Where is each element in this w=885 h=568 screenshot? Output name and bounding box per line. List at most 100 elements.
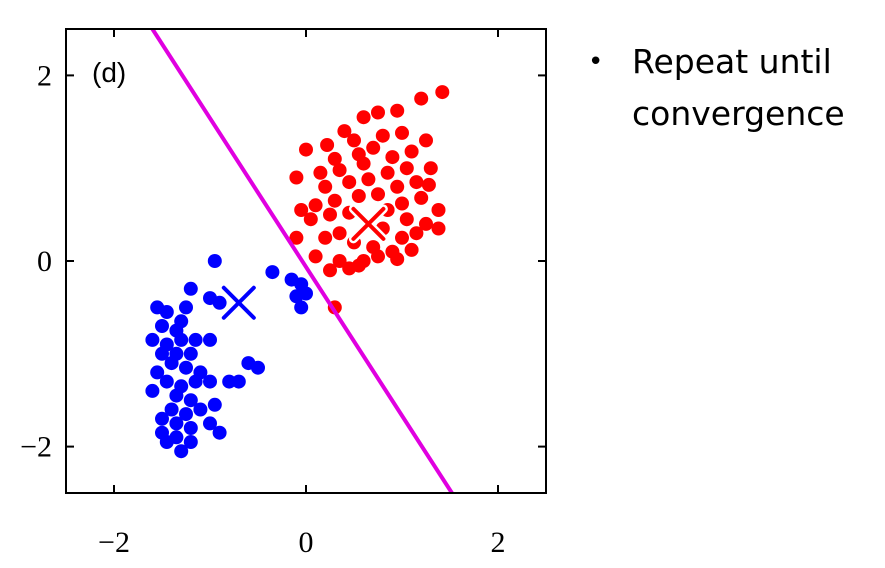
- data-point-series-1: [251, 360, 265, 375]
- x-tick-label: 0: [299, 526, 314, 559]
- data-point-series-0: [366, 140, 381, 155]
- data-point-series-1: [203, 416, 217, 431]
- data-point-series-0: [361, 172, 376, 187]
- data-point-series-0: [356, 110, 371, 125]
- data-point-series-1: [183, 435, 198, 449]
- points-layer: [145, 85, 450, 459]
- data-point-series-0: [419, 216, 433, 231]
- data-point-series-1: [183, 281, 198, 296]
- data-point-series-1: [159, 435, 174, 449]
- data-point-series-0: [421, 177, 436, 192]
- data-point-series-0: [404, 144, 419, 159]
- data-point-series-0: [414, 91, 429, 106]
- data-point-series-0: [390, 103, 405, 118]
- data-point-series-0: [313, 165, 328, 180]
- data-point-series-0: [380, 165, 395, 180]
- data-point-series-1: [164, 402, 179, 417]
- data-point-series-0: [395, 196, 409, 211]
- data-point-series-1: [159, 305, 174, 319]
- data-point-series-1: [169, 388, 184, 403]
- data-point-series-1: [164, 356, 179, 371]
- data-point-series-1: [188, 332, 203, 347]
- data-point-series-0: [289, 230, 304, 245]
- data-point-series-0: [342, 261, 357, 276]
- data-point-series-0: [308, 249, 323, 264]
- data-point-series-0: [431, 221, 446, 236]
- data-point-series-0: [342, 175, 357, 190]
- data-point-series-0: [371, 249, 385, 264]
- data-point-series-1: [294, 300, 309, 315]
- data-point-series-0: [404, 242, 419, 257]
- data-point-series-0: [327, 193, 342, 208]
- data-point-series-1: [179, 360, 193, 375]
- data-point-series-1: [183, 346, 198, 361]
- data-point-series-0: [395, 125, 409, 140]
- data-point-series-0: [327, 151, 342, 166]
- data-point-series-1: [203, 374, 217, 389]
- data-point-series-0: [371, 187, 385, 202]
- data-point-series-1: [155, 319, 169, 333]
- data-point-series-1: [179, 300, 193, 315]
- data-point-series-0: [385, 150, 400, 165]
- data-point-series-0: [337, 124, 352, 139]
- data-point-series-1: [145, 383, 160, 398]
- decision-boundary-line: [150, 29, 454, 493]
- data-point-series-0: [414, 190, 429, 205]
- data-point-series-0: [371, 105, 385, 120]
- data-point-series-0: [318, 230, 333, 245]
- data-point-series-0: [323, 263, 337, 278]
- data-point-series-0: [332, 254, 347, 268]
- data-point-series-0: [399, 161, 414, 176]
- data-point-series-0: [399, 212, 414, 227]
- bullet-text: Repeat until convergence: [632, 42, 845, 133]
- data-point-series-1: [183, 393, 198, 408]
- data-point-series-1: [155, 346, 169, 361]
- data-point-series-0: [303, 212, 318, 227]
- data-point-series-1: [207, 397, 222, 412]
- data-point-series-0: [356, 254, 371, 268]
- data-point-series-0: [356, 156, 371, 171]
- data-point-series-0: [289, 170, 304, 185]
- data-point-series-0: [409, 226, 424, 241]
- bullet-dot-icon: •: [588, 47, 604, 77]
- data-point-series-0: [409, 175, 424, 190]
- data-point-series-1: [179, 407, 193, 422]
- data-point-series-0: [390, 179, 405, 194]
- data-point-series-0: [308, 198, 323, 213]
- data-point-series-1: [203, 332, 217, 347]
- centroid-marker-0: [348, 204, 388, 244]
- data-point-series-0: [390, 252, 405, 267]
- data-point-series-1: [193, 402, 208, 417]
- data-point-series-1: [155, 411, 169, 426]
- data-point-series-0: [323, 207, 337, 222]
- data-point-series-0: [375, 128, 390, 143]
- y-tick-label: −2: [20, 431, 52, 464]
- data-point-series-0: [351, 189, 366, 203]
- data-point-series-0: [318, 179, 333, 194]
- data-point-series-0: [347, 133, 361, 148]
- data-point-series-0: [395, 230, 409, 245]
- tick-layer: −2 0 2 −2 0 2: [20, 29, 546, 559]
- data-point-series-1: [207, 254, 222, 268]
- data-point-series-1: [222, 374, 237, 389]
- scatter-plot: −2 0 2 −2 0 2 (d): [20, 28, 547, 559]
- data-point-series-1: [289, 289, 304, 304]
- data-point-series-0: [419, 133, 433, 148]
- data-point-series-0: [435, 85, 450, 100]
- data-point-series-1: [212, 295, 227, 310]
- centroid-layer: [219, 204, 388, 323]
- bullet-list: • Repeat until convergence: [588, 36, 878, 140]
- data-point-series-1: [159, 374, 174, 389]
- bullet-item: • Repeat until convergence: [588, 36, 878, 140]
- plot-frame: [65, 28, 547, 494]
- x-tick-label: −2: [98, 526, 130, 559]
- data-point-series-0: [320, 138, 335, 152]
- data-point-series-0: [423, 161, 438, 176]
- y-tick-label: 2: [37, 59, 52, 92]
- data-point-series-1: [265, 265, 280, 280]
- data-point-series-1: [174, 444, 189, 459]
- data-point-series-1: [188, 374, 203, 389]
- data-point-series-1: [231, 374, 246, 389]
- data-point-series-1: [212, 425, 227, 440]
- data-point-series-1: [183, 421, 198, 435]
